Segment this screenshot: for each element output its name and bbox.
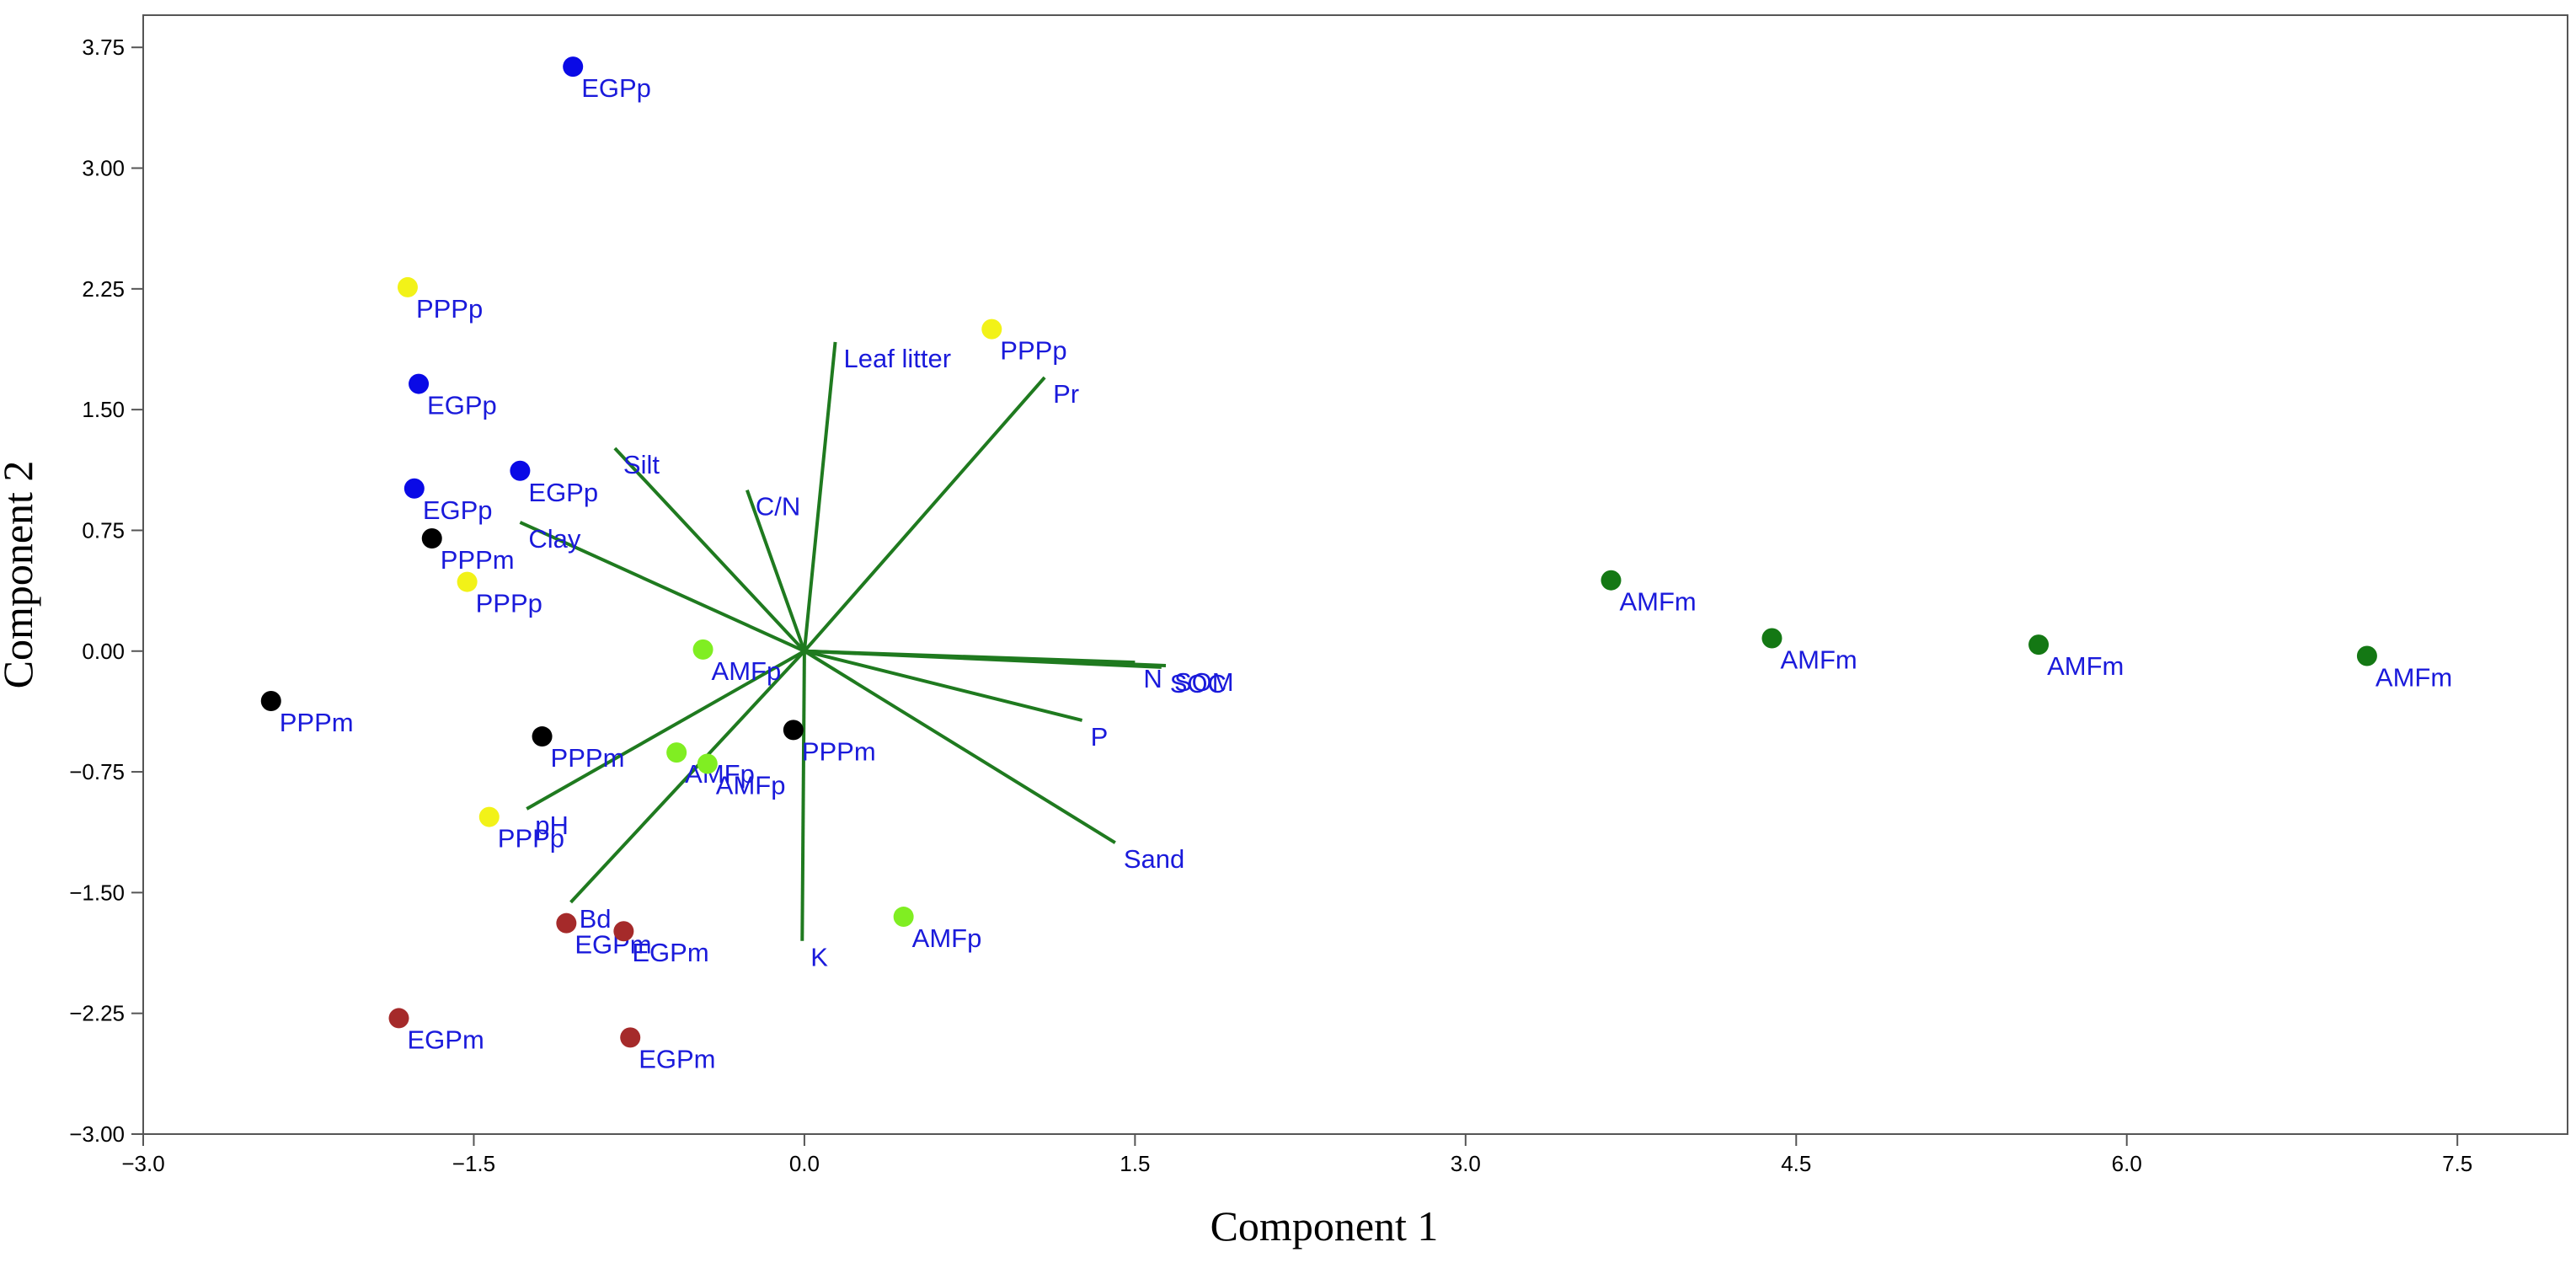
x-tick-label: 1.5 (1120, 1151, 1150, 1176)
vector-label: K (810, 943, 828, 972)
score-point (457, 571, 478, 592)
score-point (563, 56, 584, 78)
score-point (260, 690, 281, 711)
vector-label: Clay (528, 524, 581, 554)
vector-label: Sand (1124, 844, 1184, 874)
score-point (613, 921, 634, 942)
score-point (783, 720, 804, 741)
point-label: AMFp (712, 656, 782, 686)
score-point (556, 912, 577, 934)
vector-label: Pr (1053, 379, 1079, 409)
x-tick-label: 3.0 (1451, 1151, 1481, 1176)
loading-vector (802, 341, 837, 651)
score-point (397, 276, 418, 297)
point-label: AMFm (1780, 645, 1857, 674)
point-label: AMFm (1619, 587, 1696, 617)
point-label: AMFp (716, 771, 786, 800)
point-label: PPPm (551, 743, 625, 773)
x-axis-title: Component 1 (1211, 1202, 1439, 1250)
vector-label: SOC (1170, 669, 1227, 698)
loading-vector (804, 649, 1083, 722)
vector-label: Leaf litter (844, 344, 952, 373)
y-tick-label: 3.75 (82, 35, 125, 60)
score-point (1761, 628, 1782, 649)
x-tick-label: 6.0 (2112, 1151, 2142, 1176)
y-tick-label: 2.25 (82, 276, 125, 302)
x-tick-label: 0.0 (789, 1151, 820, 1176)
score-point (510, 460, 531, 481)
loading-vector (569, 650, 806, 904)
y-tick-label: 1.50 (82, 397, 125, 422)
point-label: PPPp (1000, 336, 1066, 366)
point-label: EGPm (407, 1025, 484, 1054)
score-point (893, 907, 914, 928)
point-label: PPPm (441, 545, 515, 575)
vector-label: SOM (1174, 667, 1234, 697)
y-tick-label: 0.00 (82, 639, 125, 664)
y-axis-ticks: −3.00 −2.25 −1.50 −0.75 0.00 0.75 1.50 2.25 3.00… (69, 35, 143, 1147)
x-tick-label: 4.5 (1781, 1151, 1811, 1176)
x-tick-label: −1.5 (452, 1151, 495, 1176)
loading-vector (745, 490, 806, 652)
point-label: EGPm (639, 1044, 715, 1073)
score-point (666, 742, 687, 763)
plot-area-frame (142, 14, 2568, 1135)
vector-label: C/N (756, 492, 800, 522)
loading-vector (526, 650, 805, 811)
score-point (388, 1008, 409, 1029)
loading-vector (613, 447, 806, 653)
score-point (2028, 634, 2050, 656)
point-label: EGPp (427, 391, 497, 420)
vector-label: pH (535, 811, 569, 840)
score-point (620, 1027, 641, 1048)
score-point (2356, 645, 2377, 666)
y-tick-label: −2.25 (69, 1001, 125, 1026)
vector-label: N (1143, 664, 1162, 693)
point-label: PPPp (416, 294, 483, 324)
point-label: AMFp (912, 923, 982, 953)
loading-vector (804, 649, 1162, 669)
loading-vector (803, 650, 1116, 844)
score-point (478, 806, 500, 827)
score-point (404, 478, 425, 499)
y-tick-label: −1.50 (69, 880, 125, 905)
vector-label: P (1091, 722, 1109, 752)
point-label: PPPp (476, 589, 542, 618)
x-tick-label: 7.5 (2442, 1151, 2472, 1176)
vector-label: Silt (623, 450, 660, 479)
point-label: EGPm (632, 938, 708, 967)
vector-label: Bd (580, 904, 612, 934)
score-point (421, 528, 442, 549)
y-tick-label: 3.00 (82, 156, 125, 181)
score-point (692, 639, 713, 660)
point-label: AMFm (2047, 651, 2124, 681)
point-label: EGPp (423, 495, 493, 525)
loading-vector (803, 376, 1046, 653)
score-points: EGPp EGPp EGPp EGPp PPPp PPPp PPPp PPPp PPPm PPPm… (260, 56, 2452, 1073)
point-label: EGPm (575, 930, 651, 960)
point-label: AMFm (2376, 662, 2452, 692)
point-label: AMFp (685, 759, 755, 789)
loading-vector (800, 650, 806, 941)
point-label: EGPp (581, 73, 651, 103)
point-label: PPPm (280, 708, 354, 737)
y-axis-title: Component 2 (0, 461, 41, 689)
score-point (981, 318, 1002, 340)
score-point (697, 753, 718, 774)
loading-vector (519, 521, 805, 653)
x-tick-label: −3.0 (121, 1151, 164, 1176)
y-tick-label: −0.75 (69, 759, 125, 784)
score-point (1601, 570, 1622, 591)
score-point (409, 373, 430, 394)
score-point (532, 726, 553, 747)
y-tick-label: −3.00 (69, 1121, 125, 1147)
x-axis-ticks: −3.0 −1.5 0.0 1.5 3.0 4.5 6.0 7.5 (121, 1134, 2472, 1176)
y-tick-label: 0.75 (82, 517, 125, 543)
point-label: PPPm (802, 736, 876, 766)
point-label: PPPp (498, 824, 564, 854)
point-label: EGPp (528, 478, 598, 507)
